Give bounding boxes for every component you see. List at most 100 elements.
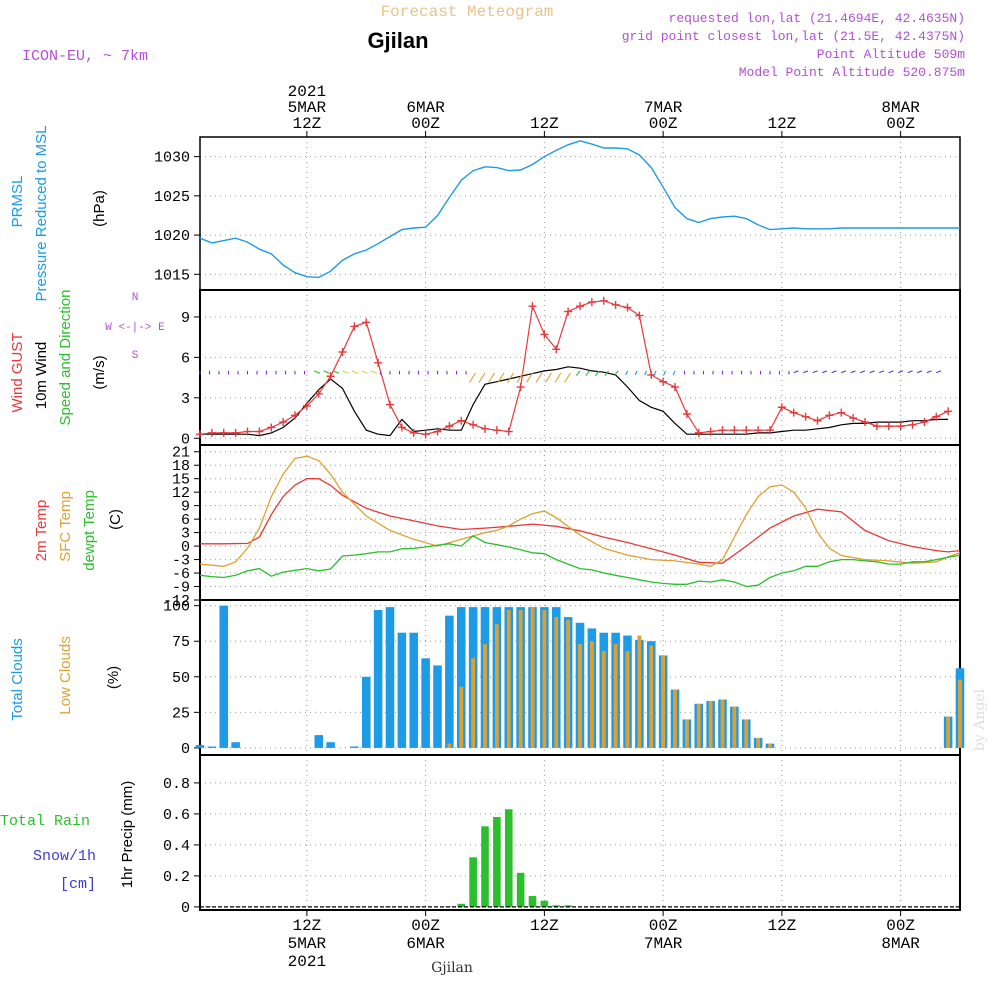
- wind-gust-point: [742, 426, 751, 435]
- low-cloud-bar: [625, 651, 630, 748]
- wind-gust-point: [516, 383, 525, 392]
- wind-direction-arrow: [535, 372, 543, 383]
- low-cloud-bar: [518, 609, 523, 748]
- bottom-time-label: 00Z: [886, 917, 915, 935]
- wind-gust-point: [801, 412, 810, 421]
- wind-direction-arrow: [888, 370, 894, 374]
- wind-gust-point: [849, 414, 858, 423]
- total-cloud-bar: [421, 658, 430, 748]
- rain-bar: [481, 826, 489, 907]
- wind-gust-point: [409, 428, 418, 437]
- wind-gust-point: [730, 426, 739, 435]
- wind-direction-arrow: [332, 370, 340, 374]
- wind-gust-point: [576, 302, 584, 311]
- panel-frame: [199, 289, 961, 446]
- top-time-label: 8MAR: [881, 99, 920, 117]
- wind-gust-point: [777, 403, 786, 412]
- wind-direction-arrow: [351, 370, 359, 374]
- wind-gust-point: [350, 322, 359, 331]
- wind-gust-point: [564, 307, 573, 316]
- wind-direction-arrow: [831, 370, 837, 374]
- model-point-altitude: Model Point Altitude 520.875m: [739, 65, 965, 80]
- wind-gust-point: [374, 358, 383, 367]
- panel-frame: [199, 136, 961, 291]
- total-cloud-bar: [433, 665, 442, 748]
- bottom-time-label: 6MAR: [406, 935, 445, 953]
- low-cloud-bar: [673, 689, 677, 748]
- bottom-time-label: 5MAR: [288, 935, 327, 953]
- wind-gust-point: [944, 407, 953, 416]
- y-tick-label: 3: [181, 526, 190, 543]
- y-tick-label: 6: [181, 512, 190, 529]
- wind-gust-point: [552, 345, 561, 354]
- panel-precipitation: 0 0.2 0.4 0.6 0.8: [163, 754, 961, 917]
- wind-gust-point: [789, 408, 798, 417]
- wind-direction-arrow: [663, 370, 667, 376]
- wind-direction-arrow: [507, 372, 514, 383]
- wind-direction-arrow: [516, 372, 524, 383]
- wind-gust-point: [433, 427, 442, 436]
- low-cloud-bar: [637, 635, 642, 748]
- wind-gust-point: [659, 377, 668, 386]
- wind-direction-arrow: [793, 370, 799, 374]
- wind-gust-point: [932, 412, 941, 421]
- low-cloud-bar: [566, 619, 571, 748]
- compass-west-east: W <-|-> E: [105, 322, 165, 334]
- rain-bar: [493, 817, 501, 907]
- wind-gust-point: [861, 418, 869, 427]
- low-cloud-bar: [744, 719, 749, 748]
- temp-dewpoint-line: [199, 535, 961, 588]
- low-cloud-bar: [768, 743, 772, 748]
- footer-location: Gjilan: [431, 960, 473, 976]
- wind-direction-arrow: [812, 370, 818, 374]
- rain-bar: [504, 809, 513, 907]
- low-cloud-bar: [756, 737, 761, 748]
- wind-direction-arrow: [554, 372, 562, 383]
- top-time-label: 7MAR: [644, 99, 683, 117]
- wind-gust-point: [671, 383, 679, 392]
- panel-pressure: 1015 1020 1025 1030: [154, 136, 961, 291]
- wind-direction-arrow: [803, 370, 809, 374]
- low-cloud-bar: [649, 645, 654, 748]
- wind-direction-arrow: [497, 372, 505, 383]
- y-tick-label: 3: [181, 391, 190, 408]
- low-cloud-bar: [530, 607, 535, 748]
- wind-gust-point: [635, 311, 644, 320]
- temp-2m-line: [200, 478, 961, 564]
- pressure-label-short: PRMSL: [9, 176, 26, 228]
- top-time-label: 00Z: [411, 115, 440, 133]
- wind-direction-arrow: [907, 370, 913, 374]
- wind-gust-point: [231, 428, 240, 437]
- top-time-label: 12Z: [530, 115, 559, 133]
- y-tick-label: 0.6: [163, 807, 190, 824]
- y-tick-label: 0: [181, 900, 190, 917]
- wind-gust-point: [302, 401, 311, 410]
- y-tick-label: 0: [181, 741, 190, 758]
- wind-direction-arrow: [898, 370, 904, 374]
- rain-bar: [516, 872, 525, 907]
- pressure-unit: (hPa): [91, 190, 108, 227]
- pressure-line: [199, 140, 960, 279]
- y-tick-label: -6: [172, 566, 190, 583]
- wind-gust-point: [362, 318, 371, 327]
- top-time-label: 2021: [288, 83, 326, 101]
- wind-direction-arrow: [604, 370, 609, 376]
- low-cloud-bar: [471, 658, 476, 748]
- wind-gust-point: [754, 426, 763, 435]
- total-cloud-bar: [231, 742, 240, 748]
- wind-gust-point: [386, 400, 394, 409]
- low-cloud-bar: [946, 716, 951, 748]
- wind-direction-arrow: [850, 370, 856, 374]
- wind-gust-point: [837, 408, 846, 417]
- total-cloud-bar: [385, 607, 395, 748]
- total-clouds-label: Total Clouds: [9, 638, 26, 721]
- wind-gust-point: [469, 420, 478, 429]
- temp-sfc-label: SFC Temp: [57, 491, 74, 562]
- total-cloud-bar: [326, 742, 335, 748]
- wind-gust-point: [492, 426, 501, 435]
- low-cloud-bar: [661, 655, 666, 748]
- wind-gust-point: [706, 427, 715, 436]
- low-cloud-bar: [506, 609, 511, 748]
- wind-direction-arrow: [469, 372, 476, 383]
- low-cloud-bar: [720, 699, 725, 748]
